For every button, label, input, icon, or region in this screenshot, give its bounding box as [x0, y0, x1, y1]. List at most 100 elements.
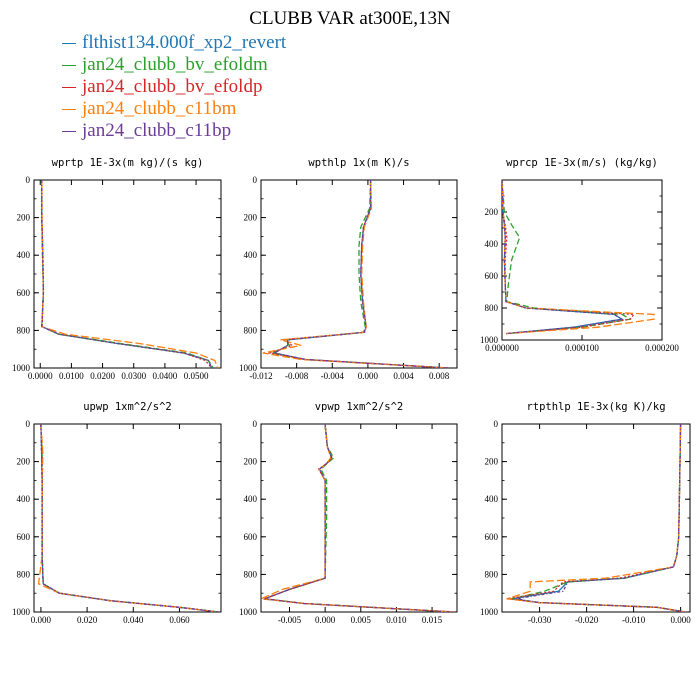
y-tick-label: 600: [485, 532, 499, 542]
y-tick-label: 800: [17, 325, 31, 335]
plot-frame: [260, 423, 458, 613]
series-line: [502, 180, 624, 335]
y-tick-label: 0: [26, 419, 31, 429]
y-tick-label: 0: [253, 175, 258, 185]
y-tick-label: 200: [485, 457, 499, 467]
x-tick-label: 0.0200: [90, 371, 115, 381]
panel-title: upwp 1xm^2/s^2: [83, 401, 172, 413]
y-tick-label: 800: [17, 569, 31, 579]
x-tick-label: 0.0500: [184, 371, 209, 381]
legend-swatch: [62, 64, 76, 66]
series-line: [41, 180, 219, 368]
legend: flthist134.000f_xp2_revert jan24_clubb_b…: [62, 32, 286, 142]
y-tick-label: 1000: [12, 607, 31, 617]
x-tick-label: -0.020: [575, 615, 599, 625]
y-tick-label: 800: [485, 303, 499, 313]
series-line: [40, 424, 219, 612]
legend-swatch: [62, 130, 76, 132]
series-line: [506, 424, 686, 612]
plot-frame: [501, 179, 663, 341]
legend-label: jan24_clubb_c11bm: [82, 98, 237, 119]
y-tick-label: 0: [494, 419, 499, 429]
series-line: [264, 424, 454, 612]
y-tick-label: 400: [17, 494, 31, 504]
y-tick-label: 600: [17, 288, 31, 298]
y-tick-label: 0: [26, 175, 31, 185]
y-tick-label: 200: [17, 213, 31, 223]
y-tick-label: 1000: [480, 607, 499, 617]
panel-title: wprcp 1E-3x(m/s) (kg/kg): [506, 157, 658, 169]
x-tick-label: -0.030: [528, 615, 552, 625]
series-line: [261, 424, 454, 612]
y-tick-label: 1000: [239, 607, 258, 617]
series-line: [506, 424, 686, 612]
legend-label: flthist134.000f_xp2_revert: [82, 32, 287, 53]
series-line: [264, 424, 454, 612]
x-tick-label: 0.0300: [121, 371, 146, 381]
x-tick-label: -0.008: [285, 371, 309, 381]
y-tick-label: 200: [244, 457, 258, 467]
x-tick-label: 0.000200: [645, 343, 679, 353]
series-line: [40, 424, 219, 612]
legend-label: jan24_clubb_c11bp: [82, 120, 232, 141]
x-tick-label: 0.015: [422, 615, 443, 625]
legend-item: jan24_clubb_c11bp: [62, 120, 286, 142]
x-tick-label: 0.0400: [153, 371, 178, 381]
y-tick-label: 400: [244, 494, 258, 504]
panel-title: wpthlp 1x(m K)/s: [308, 157, 409, 169]
y-tick-label: 200: [485, 207, 499, 217]
x-tick-label: 0.000: [315, 615, 336, 625]
plot-frame: [33, 423, 222, 613]
series-line: [267, 180, 449, 368]
x-tick-label: -0.005: [278, 615, 302, 625]
y-tick-label: 400: [485, 494, 499, 504]
y-tick-label: 400: [244, 250, 258, 260]
series-line: [272, 180, 449, 368]
x-tick-label: 0.000000: [485, 343, 519, 353]
series-line: [40, 424, 219, 612]
y-tick-label: 1000: [12, 363, 31, 373]
x-tick-label: 0.060: [169, 615, 190, 625]
legend-swatch: [62, 42, 76, 44]
y-tick-label: 400: [485, 239, 499, 249]
series-line: [41, 180, 213, 368]
x-tick-label: 0.000100: [565, 343, 599, 353]
legend-item: jan24_clubb_bv_efoldp: [62, 76, 286, 98]
x-tick-label: -0.012: [249, 371, 272, 381]
series-line: [37, 424, 219, 612]
y-tick-label: 600: [485, 271, 499, 281]
legend-item: jan24_clubb_bv_efoldm: [62, 54, 286, 76]
plot-frame: [33, 179, 222, 369]
legend-swatch: [62, 86, 76, 88]
x-tick-label: 0.010: [386, 615, 407, 625]
x-tick-label: 0.000: [670, 615, 691, 625]
x-tick-label: 0.020: [77, 615, 98, 625]
x-tick-label: -0.004: [321, 371, 345, 381]
figure-title: CLUBB VAR at300E,13N: [249, 8, 451, 29]
series-line: [515, 424, 686, 612]
series-line: [41, 180, 213, 368]
series-line: [262, 180, 449, 368]
legend-item: flthist134.000f_xp2_revert: [62, 32, 286, 54]
y-tick-label: 600: [244, 288, 258, 298]
y-tick-label: 600: [17, 532, 31, 542]
x-tick-label: 0.000: [358, 371, 379, 381]
x-tick-label: 0.005: [351, 615, 372, 625]
legend-label: jan24_clubb_bv_efoldm: [82, 54, 268, 75]
panel-title: vpwp 1xm^2/s^2: [315, 401, 404, 413]
legend-swatch: [62, 108, 76, 110]
legend-item: jan24_clubb_c11bm: [62, 98, 286, 120]
y-tick-label: 800: [485, 569, 499, 579]
x-tick-label: 0.004: [393, 371, 414, 381]
y-tick-label: 400: [17, 250, 31, 260]
x-tick-label: 0.0000: [28, 371, 53, 381]
legend-label: jan24_clubb_bv_efoldp: [82, 76, 263, 97]
x-tick-label: 0.000: [31, 615, 52, 625]
y-tick-label: 200: [17, 457, 31, 467]
series-line: [502, 180, 655, 335]
series-line: [264, 424, 454, 612]
series-line: [269, 180, 449, 368]
y-tick-label: 1000: [480, 335, 499, 345]
y-tick-label: 200: [244, 213, 258, 223]
